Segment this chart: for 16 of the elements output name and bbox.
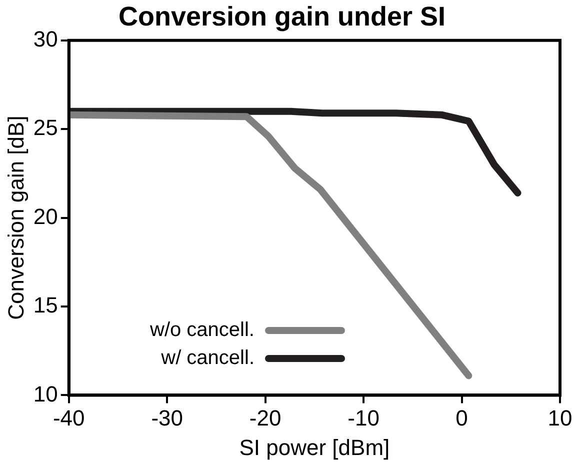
legend-label: w/o cancell. [150, 318, 254, 343]
y-tick-label: 25 [33, 115, 58, 140]
y-tick-label: 10 [33, 381, 58, 406]
y-tick-label: 20 [33, 204, 58, 229]
x-tick-label: -40 [52, 405, 85, 430]
legend-label: w/ cancell. [161, 346, 254, 371]
x-tick-label: 10 [548, 405, 572, 430]
y-tick-label: 30 [33, 26, 58, 52]
x-tick-label: -20 [249, 405, 282, 430]
y-tick-label: 15 [33, 292, 58, 318]
x-tick-label: -10 [348, 405, 380, 430]
x-tick-label: 0 [456, 405, 468, 430]
y-axis-title: Conversion gain [dB] [3, 116, 28, 320]
x-tick-label: -30 [151, 405, 183, 430]
x-axis-title: SI power [dBm] [239, 434, 390, 460]
chart-title: Conversion gain under SI [118, 2, 446, 32]
